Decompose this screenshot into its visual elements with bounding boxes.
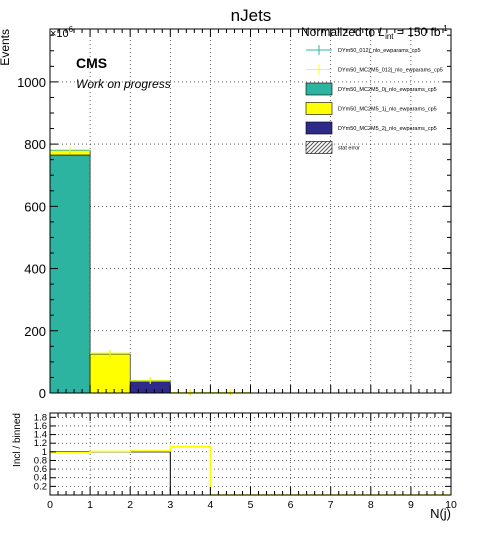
bar-0-bin-0 [49, 154, 91, 394]
normalization-symbol: L [378, 25, 385, 39]
bottom-x-tick-label-9: 9 [408, 499, 414, 511]
bottom-x-tick-label-7: 7 [328, 499, 334, 511]
top-y-tick-label-200: 200 [24, 324, 46, 339]
y-multiplier: ×106 [50, 25, 74, 40]
legend-box-2 [305, 82, 333, 96]
normalization-subscript: int [385, 32, 394, 41]
bottom-x-tick-label-8: 8 [368, 499, 374, 511]
bottom-x-tick-label-10: 10 [445, 499, 457, 511]
legend-hatch-5 [305, 141, 333, 154]
bottom-y-tick-label-1: 0.4 [34, 473, 47, 484]
bottom-y-tick-label-0: 0.2 [34, 481, 47, 492]
bottom-y-tick-label-6: 1.4 [34, 430, 47, 441]
legend-label-2: DYm50_MC2M5_0j_nlo_ewparams_cp5 [338, 87, 437, 93]
bottom-y-tick-label-4: 1 [42, 447, 47, 458]
bottom-x-axis: 0 1 2 3 4 5 6 7 8 9 10 [47, 413, 457, 511]
legend-label-1: DYm50_MC2M5_012j_nlo_ewparams_cp5 [338, 68, 443, 74]
bottom-x-tick-label-0: 0 [47, 499, 53, 511]
chart-title: nJets [231, 6, 272, 25]
cms-label: CMS [76, 55, 107, 71]
bottom-y-tick-label-8: 1.8 [34, 412, 47, 423]
bottom-y-axis: 0.20.40.60.811.21.41.61.8 [34, 412, 451, 492]
x-axis-label: N(j) [430, 506, 451, 521]
legend: DYm50_012j_nlo_ewparams_cp5 DYm50_MC2M5_0… [305, 45, 443, 154]
bottom-y-tick-label-7: 1.6 [34, 421, 47, 432]
legend-label-0: DYm50_012j_nlo_ewparams_cp5 [338, 48, 421, 54]
legend-label-3: DYm50_MC2M5_1j_nlo_ewparams_cp5 [338, 107, 437, 113]
stacked-bars [49, 150, 171, 394]
bottom-y-label: Incl / binned [12, 413, 23, 467]
y-multiplier-base: ×10 [50, 28, 69, 40]
top-y-label: Events [0, 29, 12, 66]
top-y-axis: 0 200 400 600 800 1000 [17, 34, 451, 401]
bottom-x-tick-label-1: 1 [87, 499, 93, 511]
legend-box-4 [305, 121, 333, 135]
top-y-tick-label-800: 800 [24, 137, 46, 152]
top-x-ticks [49, 29, 452, 393]
bar-1-bin-1 [89, 353, 131, 394]
bottom-x-tick-label-6: 6 [288, 499, 294, 511]
normalization-prefix: Normalized to [301, 25, 378, 39]
bottom-x-tick-label-3: 3 [167, 499, 173, 511]
top-y-tick-label-600: 600 [24, 199, 46, 214]
y-multiplier-exponent: 6 [69, 25, 74, 34]
top-y-tick-label-1000: 1000 [17, 75, 46, 90]
legend-label-4: DYm50_MC2M5_2j_nlo_ewparams_cp5 [338, 126, 437, 132]
top-y-tick-label-400: 400 [24, 262, 46, 277]
bottom-y-tick-label-5: 1.2 [34, 438, 47, 449]
legend-box-3 [305, 102, 333, 115]
bottom-x-tick-label-2: 2 [127, 499, 133, 511]
legend-label-5: stat error [338, 146, 360, 152]
bottom-x-tick-label-5: 5 [248, 499, 254, 511]
bottom-y-tick-label-3: 0.8 [34, 455, 47, 466]
bottom-panel-grid [50, 413, 451, 495]
bottom-y-tick-label-2: 0.6 [34, 464, 47, 475]
bottom-x-tick-label-4: 4 [207, 499, 213, 511]
normalization-value: = 150 fb [394, 25, 441, 39]
top-y-tick-label-0: 0 [39, 386, 46, 401]
status-label: Work on progress [76, 77, 171, 91]
